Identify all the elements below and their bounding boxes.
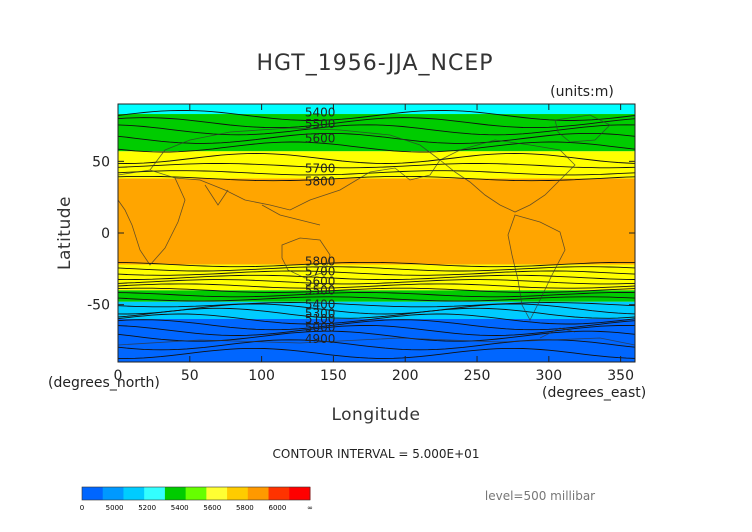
colorbar-swatch	[164, 487, 187, 500]
contour-line	[117, 302, 636, 308]
colorbar-swatch	[247, 487, 270, 500]
contour-line	[117, 117, 636, 129]
contour-line	[117, 303, 636, 315]
colorbar-swatch	[268, 487, 290, 500]
contour-line	[117, 330, 636, 342]
contour-label: 5400	[305, 106, 336, 120]
contour-label: 5800	[305, 174, 336, 188]
contour-label: 5600	[305, 131, 336, 145]
contour-labels: 5400550056005700580058005700560055005400…	[305, 106, 336, 346]
x-tick-label: 50	[181, 368, 199, 384]
contour-label: 5600	[305, 275, 336, 289]
contour-line	[117, 296, 636, 302]
fill-band-2	[118, 151, 635, 179]
contour-label: 5800	[305, 255, 336, 269]
x-unit-label: (degrees_east)	[542, 385, 646, 401]
colorbar-label: 5800	[236, 504, 254, 512]
colorbar-swatch	[289, 487, 311, 500]
x-axis: 0 50 100 150 200 250 300 350	[114, 104, 634, 384]
colorbar-label: 6000	[269, 504, 287, 512]
y-tick-label: -50	[87, 298, 110, 314]
contour-line	[117, 307, 636, 319]
colorbar-label: 0	[80, 504, 84, 512]
colorbar-swatch	[206, 487, 228, 500]
contour-line	[117, 175, 636, 182]
contour-line	[117, 141, 636, 153]
chart-title: HGT_1956-JJA_NCEP	[256, 51, 493, 76]
contour-line	[117, 110, 636, 121]
fill-band-3	[118, 178, 635, 265]
contour-label: 5400	[305, 298, 336, 312]
x-tick-label: 200	[392, 368, 419, 384]
fill-band-5	[118, 290, 635, 302]
contour-line	[117, 163, 636, 169]
contour-line	[117, 292, 636, 298]
colorbar-label: 5400	[171, 504, 189, 512]
contour-line	[117, 325, 636, 336]
fill-band-0	[118, 104, 635, 115]
colorbar-swatch	[144, 487, 166, 500]
x-tick-label: 0	[114, 368, 123, 384]
x-tick-label: 150	[320, 368, 347, 384]
contour-line	[117, 287, 636, 293]
colorbar-label: 5000	[106, 504, 124, 512]
contour-line	[117, 132, 636, 144]
contour-line	[117, 153, 636, 164]
y-axis: 50 0 -50	[87, 154, 635, 314]
contour-line	[117, 266, 636, 272]
x-tick-label: 350	[607, 368, 634, 384]
contour-label: 5100	[305, 312, 336, 326]
colorbar-frame	[81, 486, 311, 501]
contour-line	[117, 170, 636, 176]
colorbar: 0 5000 5200 5400 5600 5800 6000 ∞	[80, 486, 313, 512]
contour-line	[117, 283, 636, 289]
contour-line	[117, 313, 636, 325]
contour-label: 5700	[305, 265, 336, 279]
y-tick-label: 0	[101, 226, 110, 242]
colorbar-swatch	[185, 487, 207, 500]
contour-line	[117, 261, 635, 268]
contour-label: 5300	[305, 306, 336, 320]
contour-label: 5700	[305, 162, 336, 176]
contour-label: 5000	[305, 321, 336, 335]
contour-label: 5500	[305, 117, 336, 131]
y-unit-label: (degrees_north)	[48, 375, 160, 391]
contour-line	[117, 274, 636, 281]
contour-interval-text: CONTOUR INTERVAL = 5.000E+01	[273, 447, 480, 461]
colorbar-label: 5200	[138, 504, 156, 512]
contour-line	[117, 270, 636, 276]
y-tick-label: 50	[92, 154, 110, 170]
contour-line	[117, 319, 636, 331]
x-tick-label: 300	[535, 368, 562, 384]
colorbar-swatch	[82, 487, 104, 500]
map-plot-area	[117, 104, 636, 362]
colorbar-swatch	[102, 487, 124, 500]
contour-label: 5500	[305, 283, 336, 297]
contour-label: 4900	[305, 332, 336, 346]
x-axis-title: Longitude	[331, 405, 420, 425]
y-axis-title: Latitude	[55, 196, 75, 270]
colorbar-label: ∞	[307, 504, 313, 512]
coastline-outlines	[117, 114, 636, 346]
x-tick-label: 250	[464, 368, 491, 384]
units-label: (units:m)	[550, 84, 614, 100]
x-tick-label: 100	[248, 368, 275, 384]
fill-band-6	[118, 301, 635, 319]
contour-line	[118, 347, 636, 359]
colorbar-swatch	[227, 487, 249, 500]
colorbar-label: 5600	[203, 504, 221, 512]
level-text: level=500 millibar	[485, 489, 595, 503]
colorbar-swatch	[123, 487, 145, 500]
contour-line	[117, 124, 636, 136]
